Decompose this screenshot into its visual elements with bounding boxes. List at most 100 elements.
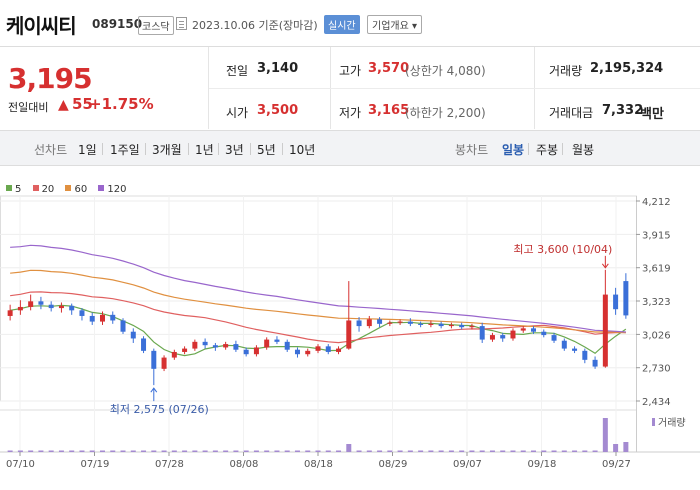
volume-bar bbox=[551, 450, 557, 452]
current-price: 3,195 bbox=[8, 62, 93, 95]
low-label: 저가 bbox=[339, 106, 362, 120]
period-10y[interactable]: 10년 bbox=[289, 143, 316, 157]
amount-label: 거래대금 bbox=[549, 106, 594, 120]
candle bbox=[243, 349, 249, 355]
volume-bar bbox=[582, 450, 588, 452]
volume-bar bbox=[613, 444, 619, 452]
candle bbox=[438, 323, 444, 327]
y-tick-label: 3,915 bbox=[642, 230, 671, 241]
candle bbox=[387, 322, 393, 324]
lower-limit-text: (하한가 2,200) bbox=[405, 106, 486, 120]
candle bbox=[192, 341, 198, 349]
volume-bar bbox=[233, 450, 239, 452]
realtime-button[interactable]: 실시간 bbox=[324, 15, 360, 34]
y-tick-label: 4,212 bbox=[642, 197, 671, 208]
candle bbox=[223, 344, 229, 348]
candle bbox=[233, 344, 239, 350]
candle bbox=[479, 326, 485, 340]
volume-bar bbox=[79, 450, 85, 452]
volume-bar bbox=[623, 442, 629, 452]
company-overview-button[interactable]: 기업개요 ▾ bbox=[367, 15, 422, 34]
low-annotation: 최저 2,575 (07/26) bbox=[110, 403, 209, 416]
candle bbox=[407, 321, 413, 324]
y-tick-label: 3,619 bbox=[642, 264, 671, 275]
candle bbox=[602, 294, 608, 367]
volume-bar bbox=[223, 450, 229, 452]
document-icon[interactable] bbox=[176, 17, 187, 30]
candle-chart-label: 봉차트 bbox=[455, 143, 489, 157]
candle bbox=[305, 350, 311, 355]
candle bbox=[89, 315, 95, 322]
amount-value: 7,332 bbox=[602, 103, 644, 118]
volume-bar bbox=[171, 450, 177, 452]
volume-bar bbox=[315, 450, 321, 452]
candle bbox=[572, 348, 578, 351]
period-3y[interactable]: 3년 bbox=[225, 143, 244, 157]
volume-bar bbox=[500, 450, 506, 452]
amount-unit: 백만 bbox=[640, 107, 664, 122]
volume-bar bbox=[182, 450, 188, 452]
candle bbox=[284, 341, 290, 350]
candle-daily[interactable]: 일봉 bbox=[502, 143, 525, 157]
volume-bar bbox=[130, 450, 136, 452]
volume-bar bbox=[305, 450, 311, 452]
candle bbox=[274, 339, 280, 342]
x-tick-label: 07/19 bbox=[81, 459, 110, 470]
period-5y[interactable]: 5년 bbox=[257, 143, 276, 157]
candle-monthly[interactable]: 월봉 bbox=[572, 143, 595, 157]
volume-legend-label: 거래량 bbox=[658, 417, 686, 429]
candle bbox=[294, 349, 300, 355]
volume-bar bbox=[448, 450, 454, 452]
volume-bar bbox=[161, 450, 167, 452]
y-tick-label: 3,026 bbox=[642, 330, 671, 341]
candle bbox=[171, 351, 177, 358]
volume-bar bbox=[407, 450, 413, 452]
candle bbox=[99, 314, 105, 322]
x-tick-label: 08/29 bbox=[379, 459, 408, 470]
volume-bar bbox=[520, 450, 526, 452]
candle bbox=[182, 348, 188, 352]
volume-value: 2,195,324 bbox=[590, 61, 664, 76]
candle bbox=[69, 305, 75, 311]
volume-bar bbox=[510, 450, 516, 452]
volume-bar bbox=[253, 450, 259, 452]
legend-ma120: 120 bbox=[98, 184, 127, 195]
volume-bar bbox=[397, 450, 403, 452]
period-1d[interactable]: 1일 bbox=[78, 143, 97, 157]
volume-bar bbox=[212, 450, 218, 452]
volume-bar bbox=[561, 450, 567, 452]
candle bbox=[264, 339, 270, 348]
volume-bar bbox=[89, 450, 95, 452]
candle bbox=[561, 340, 567, 349]
x-tick-label: 07/28 bbox=[155, 459, 184, 470]
ma120-line bbox=[10, 244, 626, 333]
legend-ma5: 5 bbox=[6, 184, 21, 195]
candle bbox=[110, 314, 116, 321]
x-tick-label: 09/27 bbox=[602, 459, 631, 470]
candle bbox=[202, 341, 208, 346]
period-3m[interactable]: 3개월 bbox=[152, 143, 182, 157]
candle bbox=[520, 328, 526, 331]
volume-bar bbox=[264, 450, 270, 452]
down-arrow-icon bbox=[601, 263, 609, 269]
volume-bar bbox=[192, 450, 198, 452]
period-1w[interactable]: 1주일 bbox=[110, 143, 140, 157]
candle bbox=[79, 310, 85, 316]
low-value: 3,165 bbox=[368, 103, 410, 118]
candle bbox=[38, 301, 44, 305]
period-1y[interactable]: 1년 bbox=[195, 143, 214, 157]
candle-weekly[interactable]: 주봉 bbox=[536, 143, 559, 157]
volume-bar bbox=[28, 450, 34, 452]
candle bbox=[336, 348, 342, 352]
volume-legend-swatch bbox=[652, 418, 655, 426]
volume-bar bbox=[48, 450, 54, 452]
candle bbox=[356, 320, 362, 327]
prev-close-label: 전일 bbox=[226, 64, 249, 78]
volume-bar bbox=[58, 450, 64, 452]
volume-bar bbox=[110, 450, 116, 452]
volume-bar bbox=[17, 450, 23, 452]
candle bbox=[130, 331, 136, 339]
candle bbox=[366, 319, 372, 327]
prev-close-value: 3,140 bbox=[257, 61, 299, 76]
